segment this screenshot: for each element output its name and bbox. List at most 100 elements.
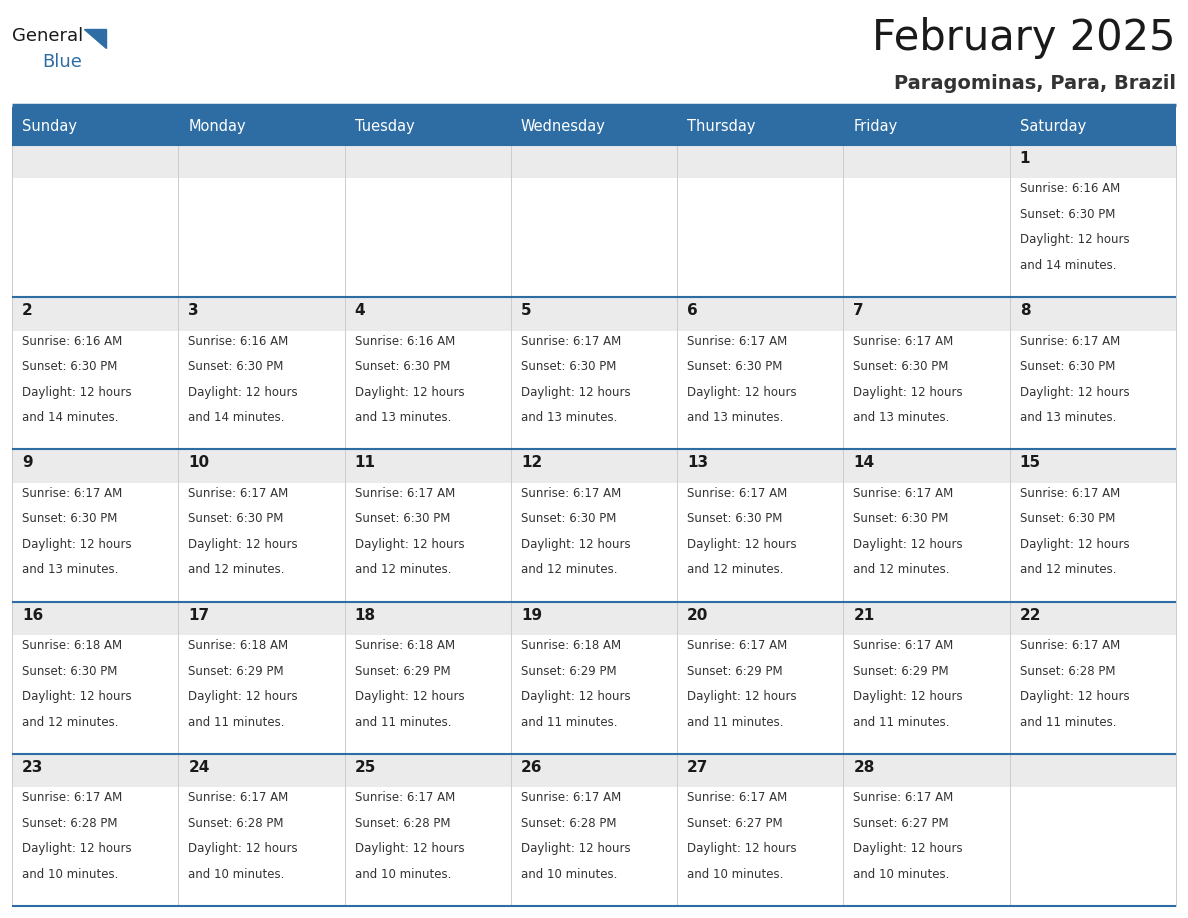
Text: Daylight: 12 hours: Daylight: 12 hours	[354, 538, 465, 551]
Text: and 11 minutes.: and 11 minutes.	[520, 715, 618, 729]
Text: Daylight: 12 hours: Daylight: 12 hours	[23, 386, 132, 398]
Bar	[345, 601, 511, 635]
Bar	[345, 297, 511, 330]
Bar	[511, 754, 677, 906]
Text: Sunset: 6:30 PM: Sunset: 6:30 PM	[23, 360, 118, 374]
Text: Sunset: 6:30 PM: Sunset: 6:30 PM	[853, 512, 949, 525]
Text: Sunrise: 6:17 AM: Sunrise: 6:17 AM	[354, 487, 455, 500]
Text: Sunrise: 6:18 AM: Sunrise: 6:18 AM	[23, 639, 122, 652]
Bar	[12, 601, 178, 635]
Text: Daylight: 12 hours: Daylight: 12 hours	[1019, 233, 1130, 246]
Text: Sunset: 6:30 PM: Sunset: 6:30 PM	[1019, 360, 1116, 374]
Text: Sunrise: 6:16 AM: Sunrise: 6:16 AM	[188, 335, 289, 348]
Bar	[345, 297, 511, 450]
Text: Daylight: 12 hours: Daylight: 12 hours	[853, 690, 963, 703]
Text: Sunset: 6:28 PM: Sunset: 6:28 PM	[354, 817, 450, 830]
Text: and 10 minutes.: and 10 minutes.	[188, 868, 285, 880]
Text: Daylight: 12 hours: Daylight: 12 hours	[354, 843, 465, 856]
Text: and 12 minutes.: and 12 minutes.	[520, 564, 618, 577]
Bar	[843, 601, 1010, 754]
Text: Daylight: 12 hours: Daylight: 12 hours	[687, 386, 797, 398]
Bar	[1010, 754, 1176, 906]
Text: Sunrise: 6:17 AM: Sunrise: 6:17 AM	[188, 791, 289, 804]
Text: and 10 minutes.: and 10 minutes.	[687, 868, 784, 880]
Text: 22: 22	[1019, 608, 1041, 622]
Text: Sunrise: 6:17 AM: Sunrise: 6:17 AM	[520, 791, 621, 804]
Text: 24: 24	[188, 760, 209, 775]
Text: Sunrise: 6:17 AM: Sunrise: 6:17 AM	[853, 639, 954, 652]
Bar	[12, 297, 178, 450]
Text: 18: 18	[354, 608, 375, 622]
Text: Sunset: 6:30 PM: Sunset: 6:30 PM	[687, 360, 783, 374]
Text: 13: 13	[687, 455, 708, 470]
Text: Daylight: 12 hours: Daylight: 12 hours	[687, 538, 797, 551]
Text: 7: 7	[853, 303, 864, 319]
Text: Sunrise: 6:17 AM: Sunrise: 6:17 AM	[853, 335, 954, 348]
Text: Tuesday: Tuesday	[354, 118, 415, 133]
Bar	[178, 754, 345, 788]
Bar	[178, 297, 345, 330]
Bar	[677, 601, 843, 635]
Text: Sunset: 6:30 PM: Sunset: 6:30 PM	[520, 512, 617, 525]
Text: Sunrise: 6:17 AM: Sunrise: 6:17 AM	[687, 335, 788, 348]
Text: and 13 minutes.: and 13 minutes.	[1019, 411, 1116, 424]
Text: 2: 2	[23, 303, 33, 319]
Text: Sunset: 6:28 PM: Sunset: 6:28 PM	[23, 817, 118, 830]
Text: 19: 19	[520, 608, 542, 622]
Text: 17: 17	[188, 608, 209, 622]
Bar	[1010, 754, 1176, 788]
Bar	[12, 450, 178, 483]
Text: Daylight: 12 hours: Daylight: 12 hours	[687, 843, 797, 856]
Bar	[511, 601, 677, 635]
Text: and 13 minutes.: and 13 minutes.	[853, 411, 949, 424]
Text: and 11 minutes.: and 11 minutes.	[853, 715, 950, 729]
Text: Daylight: 12 hours: Daylight: 12 hours	[1019, 538, 1130, 551]
Bar	[843, 450, 1010, 601]
Text: Sunrise: 6:17 AM: Sunrise: 6:17 AM	[23, 791, 122, 804]
Text: Paragominas, Para, Brazil: Paragominas, Para, Brazil	[895, 74, 1176, 93]
Bar	[511, 145, 677, 297]
Bar	[511, 450, 677, 483]
Text: Sunset: 6:28 PM: Sunset: 6:28 PM	[520, 817, 617, 830]
Text: and 13 minutes.: and 13 minutes.	[354, 411, 451, 424]
Bar	[178, 145, 345, 178]
Text: Sunrise: 6:17 AM: Sunrise: 6:17 AM	[23, 487, 122, 500]
Text: February 2025: February 2025	[872, 17, 1176, 59]
Text: 15: 15	[1019, 455, 1041, 470]
Text: Daylight: 12 hours: Daylight: 12 hours	[354, 386, 465, 398]
Bar	[843, 450, 1010, 483]
Text: and 11 minutes.: and 11 minutes.	[687, 715, 784, 729]
Bar	[843, 754, 1010, 906]
Bar	[178, 145, 345, 297]
Text: Sunset: 6:29 PM: Sunset: 6:29 PM	[354, 665, 450, 677]
Text: Daylight: 12 hours: Daylight: 12 hours	[520, 386, 631, 398]
Bar	[677, 450, 843, 483]
Bar	[178, 601, 345, 754]
Bar	[345, 601, 511, 754]
Text: Sunrise: 6:18 AM: Sunrise: 6:18 AM	[520, 639, 621, 652]
Text: Daylight: 12 hours: Daylight: 12 hours	[188, 843, 298, 856]
Bar	[843, 145, 1010, 297]
Text: Sunset: 6:30 PM: Sunset: 6:30 PM	[354, 360, 450, 374]
Bar	[1010, 297, 1176, 450]
Text: Daylight: 12 hours: Daylight: 12 hours	[520, 538, 631, 551]
Bar	[511, 107, 677, 145]
Text: Daylight: 12 hours: Daylight: 12 hours	[1019, 690, 1130, 703]
Text: and 12 minutes.: and 12 minutes.	[1019, 564, 1117, 577]
Bar	[12, 601, 178, 754]
Text: Sunset: 6:30 PM: Sunset: 6:30 PM	[687, 512, 783, 525]
Bar	[345, 107, 511, 145]
Bar	[843, 297, 1010, 450]
Bar	[511, 297, 677, 330]
Text: Sunrise: 6:17 AM: Sunrise: 6:17 AM	[354, 791, 455, 804]
Text: 14: 14	[853, 455, 874, 470]
Text: 21: 21	[853, 608, 874, 622]
Bar	[12, 754, 178, 906]
Bar	[345, 145, 511, 178]
Text: and 11 minutes.: and 11 minutes.	[188, 715, 285, 729]
Text: Sunrise: 6:17 AM: Sunrise: 6:17 AM	[687, 639, 788, 652]
Bar	[1010, 601, 1176, 754]
Text: and 14 minutes.: and 14 minutes.	[188, 411, 285, 424]
Text: Daylight: 12 hours: Daylight: 12 hours	[1019, 386, 1130, 398]
Text: and 10 minutes.: and 10 minutes.	[853, 868, 949, 880]
